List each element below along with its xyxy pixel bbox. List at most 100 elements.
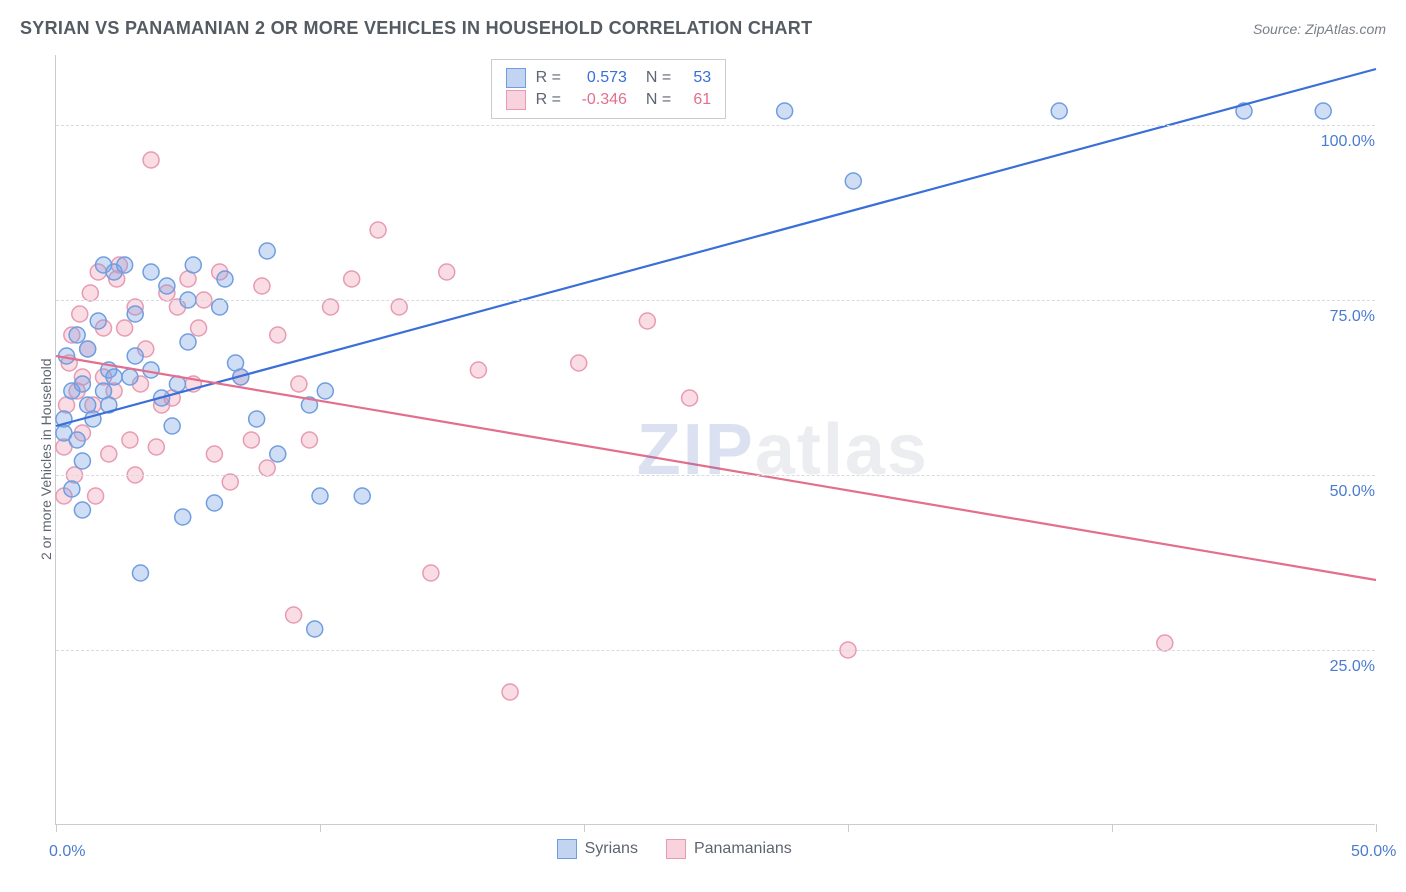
data-point	[212, 299, 228, 315]
legend-swatch-syrians	[557, 839, 577, 859]
data-point	[254, 278, 270, 294]
data-point	[370, 222, 386, 238]
x-tick	[1112, 824, 1113, 832]
data-point	[391, 299, 407, 315]
y-tick-label: 100.0%	[1321, 133, 1375, 151]
stats-row-syrians: R = 0.573 N = 53	[506, 68, 712, 88]
data-point	[143, 362, 159, 378]
data-point	[354, 488, 370, 504]
data-point	[88, 488, 104, 504]
stat-n-label-1: N =	[637, 91, 671, 109]
stat-r-value-1: -0.346	[571, 91, 627, 109]
data-point	[72, 306, 88, 322]
data-point	[90, 313, 106, 329]
data-point	[106, 369, 122, 385]
stat-r-label-0: R =	[536, 69, 561, 87]
plot-area: ZIPatlas	[55, 55, 1375, 825]
y-tick-label: 50.0%	[1330, 483, 1375, 501]
data-point	[502, 684, 518, 700]
data-point	[317, 383, 333, 399]
data-point	[185, 257, 201, 273]
gridline	[56, 650, 1375, 651]
data-point	[64, 481, 80, 497]
data-point	[286, 607, 302, 623]
data-point	[243, 432, 259, 448]
swatch-syrians	[506, 68, 526, 88]
data-point	[117, 320, 133, 336]
data-point	[270, 446, 286, 462]
data-point	[470, 362, 486, 378]
chart-title: SYRIAN VS PANAMANIAN 2 OR MORE VEHICLES …	[20, 18, 812, 39]
data-point	[117, 257, 133, 273]
source-label: Source:	[1253, 21, 1305, 37]
x-tick-label: 0.0%	[49, 843, 85, 861]
data-point	[639, 313, 655, 329]
data-point	[122, 369, 138, 385]
data-point	[312, 488, 328, 504]
data-point	[180, 334, 196, 350]
legend-label-syrians: Syrians	[585, 840, 638, 858]
data-point	[344, 271, 360, 287]
trend-line	[56, 69, 1376, 426]
data-point	[249, 411, 265, 427]
data-point	[1157, 635, 1173, 651]
data-point	[423, 565, 439, 581]
plot-svg	[56, 55, 1376, 825]
data-point	[1315, 103, 1331, 119]
data-point	[143, 152, 159, 168]
data-point	[845, 173, 861, 189]
y-axis-label: 2 or more Vehicles in Household	[38, 358, 54, 560]
data-point	[571, 355, 587, 371]
data-point	[323, 299, 339, 315]
x-tick	[56, 824, 57, 832]
data-point	[259, 243, 275, 259]
data-point	[148, 439, 164, 455]
data-point	[69, 327, 85, 343]
data-point	[82, 285, 98, 301]
data-point	[127, 306, 143, 322]
stat-r-value-0: 0.573	[571, 69, 627, 87]
y-tick-label: 25.0%	[1330, 658, 1375, 676]
x-tick	[1376, 824, 1377, 832]
legend-item-panamanians: Panamanians	[666, 839, 792, 859]
stat-r-label-1: R =	[536, 91, 561, 109]
stats-box: R = 0.573 N = 53 R = -0.346 N = 61	[491, 59, 727, 119]
legend-item-syrians: Syrians	[557, 839, 638, 859]
data-point	[191, 320, 207, 336]
data-point	[206, 446, 222, 462]
data-point	[301, 432, 317, 448]
data-point	[69, 432, 85, 448]
x-tick	[584, 824, 585, 832]
data-point	[127, 348, 143, 364]
data-point	[74, 376, 90, 392]
data-point	[291, 376, 307, 392]
x-tick	[848, 824, 849, 832]
gridline	[56, 475, 1375, 476]
y-tick-label: 75.0%	[1330, 308, 1375, 326]
data-point	[777, 103, 793, 119]
data-point	[74, 453, 90, 469]
source-credit: Source: ZipAtlas.com	[1253, 21, 1386, 37]
trend-line	[56, 356, 1376, 580]
stat-n-label-0: N =	[637, 69, 671, 87]
data-point	[270, 327, 286, 343]
data-point	[80, 341, 96, 357]
data-point	[206, 495, 222, 511]
gridline	[56, 300, 1375, 301]
gridline	[56, 125, 1375, 126]
data-point	[217, 271, 233, 287]
data-point	[122, 432, 138, 448]
data-point	[175, 509, 191, 525]
data-point	[132, 565, 148, 581]
source-value: ZipAtlas.com	[1305, 21, 1386, 37]
stat-n-value-0: 53	[681, 69, 711, 87]
data-point	[222, 474, 238, 490]
data-point	[439, 264, 455, 280]
legend-label-panamanians: Panamanians	[694, 840, 792, 858]
data-point	[143, 264, 159, 280]
data-point	[101, 446, 117, 462]
data-point	[164, 418, 180, 434]
legend-swatch-panamanians	[666, 839, 686, 859]
data-point	[259, 460, 275, 476]
x-tick	[320, 824, 321, 832]
